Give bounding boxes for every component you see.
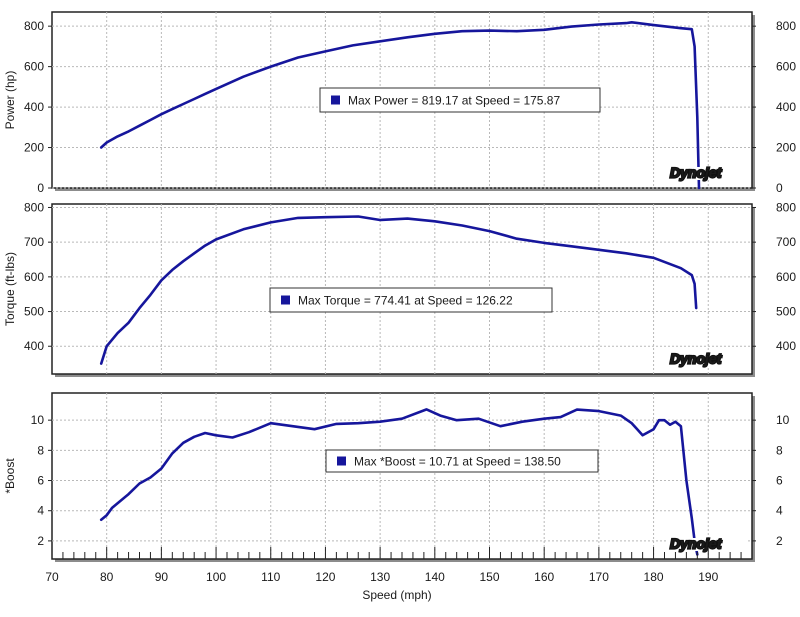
x-tick-label: 110	[261, 570, 280, 584]
x-tick-label: 90	[155, 570, 169, 584]
legend-box	[325, 449, 599, 473]
chart-panel-3: 2 2 4 4 6 6 8 8 10 10 *Boost Max *Boost = 10.71 at …	[3, 392, 790, 602]
logo-outline: Dynojet	[670, 351, 723, 367]
y-tick-label-right: 600	[776, 60, 796, 74]
y-tick-label-right: 8	[776, 443, 783, 457]
x-tick-label: 100	[206, 570, 226, 584]
y-tick-label-left: 400	[24, 339, 44, 353]
y-tick-label-right: 400	[776, 100, 796, 114]
y-tick-label-left: 500	[24, 305, 44, 319]
panel-frame	[51, 392, 753, 560]
y-tick-label-left: 200	[24, 141, 44, 155]
y-tick-label-left: 4	[37, 504, 44, 518]
legend-swatch	[331, 95, 340, 105]
y-tick-label-left: 0	[37, 181, 44, 195]
logo-backdrop	[668, 167, 748, 180]
y-tick-label-right: 6	[776, 474, 783, 488]
legend: Max Power = 819.17 at Speed = 175.87	[319, 87, 601, 113]
legend-label: Max Torque = 774.41 at Speed = 126.22	[298, 294, 513, 308]
x-tick-label: 70	[45, 570, 59, 584]
series-line	[99, 21, 701, 190]
logo-outline: Dynojet	[670, 165, 723, 181]
series-line	[99, 408, 699, 556]
y-tick-label-left: 600	[24, 60, 44, 74]
y-tick-label-right: 200	[776, 141, 796, 155]
x-tick-label: 140	[425, 570, 445, 584]
y-tick-label-right: 500	[776, 305, 796, 319]
y-tick-label-left: 800	[24, 19, 44, 33]
legend-swatch	[337, 456, 346, 466]
logo-text: Dynojet	[670, 351, 723, 367]
y-tick-label-left: 2	[37, 534, 44, 548]
y-tick-label-right: 600	[776, 270, 796, 284]
y-tick-label-right: 700	[776, 235, 796, 249]
x-tick-label: 180	[644, 570, 664, 584]
legend-swatch	[281, 295, 290, 305]
y-tick-label-right: 4	[776, 504, 783, 518]
x-tick-label: 160	[534, 570, 554, 584]
y-tick-label-left: 8	[37, 443, 44, 457]
x-tick-label: 80	[100, 570, 114, 584]
legend-label: Max *Boost = 10.71 at Speed = 138.50	[354, 455, 561, 469]
y-tick-label-left: 800	[24, 200, 44, 214]
y-axis-title: *Boost	[3, 458, 17, 494]
x-tick-label: 120	[315, 570, 335, 584]
logo-text: Dynojet	[670, 165, 723, 181]
y-tick-label-left: 6	[37, 474, 44, 488]
x-tick-label: 150	[479, 570, 499, 584]
logo-outline: Dynojet	[670, 536, 723, 552]
legend-label: Max Power = 819.17 at Speed = 175.87	[348, 94, 560, 108]
x-axis-title: Speed (mph)	[362, 588, 431, 602]
logo-text: Dynojet	[670, 536, 723, 552]
x-tick-label: 130	[370, 570, 390, 584]
y-tick-label-right: 10	[776, 413, 790, 427]
chart-panel-1: 0 0 200 200 400 400 600 600 800 800 Power (hp) Max …	[3, 11, 796, 195]
x-tick-label: 190	[698, 570, 718, 584]
y-tick-label-right: 800	[776, 19, 796, 33]
y-axis-title: Power (hp)	[3, 71, 17, 130]
logo-backdrop	[668, 353, 748, 366]
y-tick-label-left: 600	[24, 270, 44, 284]
y-tick-label-right: 0	[776, 181, 783, 195]
series-line	[99, 215, 698, 365]
y-axis-title: Torque (ft-lbs)	[3, 252, 17, 326]
logo-backdrop	[668, 538, 748, 551]
legend-box	[319, 87, 601, 113]
legend: Max Torque = 774.41 at Speed = 126.22	[269, 287, 553, 313]
chart-panel-2: 400 400 500 500 600 600 700 700 800 800 Torque (ft…	[3, 200, 796, 377]
legend: Max *Boost = 10.71 at Speed = 138.50	[325, 449, 599, 473]
y-tick-label-left: 10	[31, 413, 45, 427]
x-tick-label: 170	[589, 570, 609, 584]
y-tick-label-right: 800	[776, 200, 796, 214]
y-tick-label-left: 400	[24, 100, 44, 114]
y-tick-label-right: 2	[776, 534, 783, 548]
y-tick-label-right: 400	[776, 339, 796, 353]
legend-box	[269, 287, 553, 313]
y-tick-label-left: 700	[24, 235, 44, 249]
